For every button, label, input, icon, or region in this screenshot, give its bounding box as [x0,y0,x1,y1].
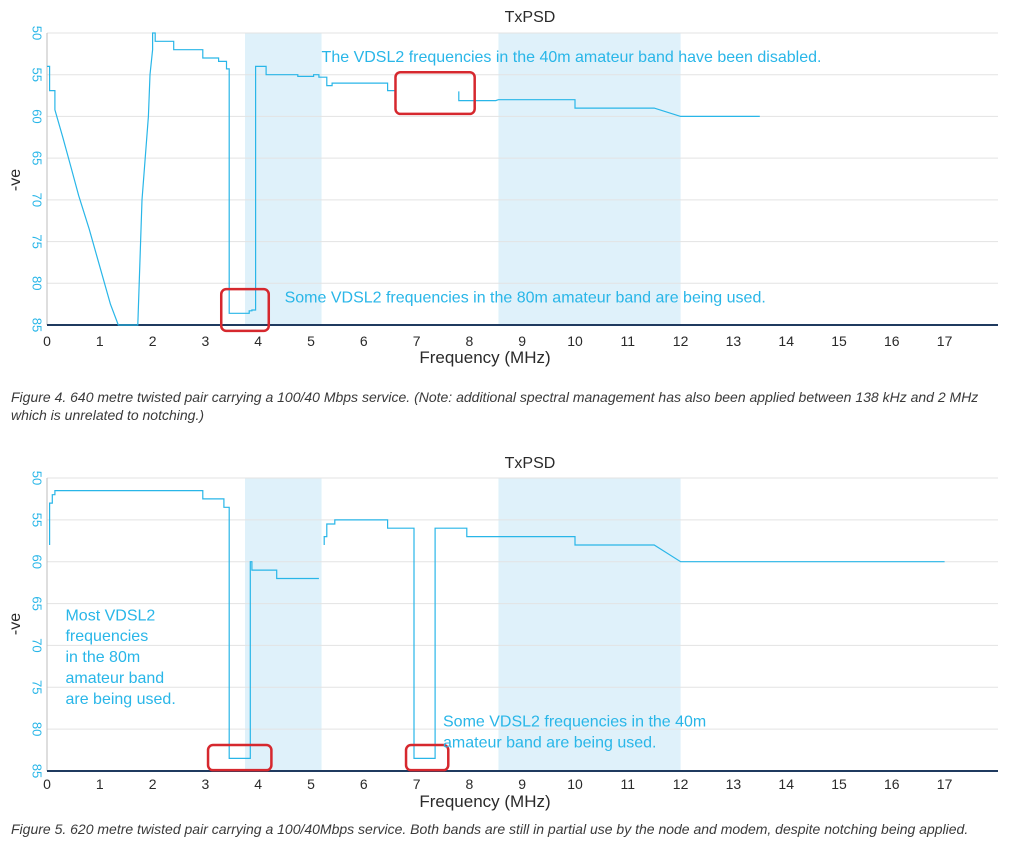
series-line-0 [48,490,319,760]
x-axis-label: Frequency (MHz) [419,792,550,811]
x-tick-label: 15 [831,333,847,349]
annotation-text: amateur band [65,670,164,687]
x-tick-label: 1 [96,333,104,349]
y-tick-label: 65 [30,596,45,610]
series-line-1 [323,519,945,760]
y-tick-label: 60 [30,109,45,123]
x-tick-label: 13 [726,776,742,792]
shaded-band-1 [498,478,681,771]
x-tick-label: 3 [202,776,210,792]
x-tick-label: 16 [884,333,900,349]
x-tick-label: 12 [673,333,689,349]
x-tick-label: 4 [254,333,262,349]
x-tick-label: 4 [254,776,262,792]
x-tick-label: 6 [360,776,368,792]
y-tick-label: 65 [30,151,45,165]
x-tick-label: 8 [466,776,474,792]
x-tick-label: 17 [937,333,953,349]
x-tick-label: 14 [778,776,794,792]
x-tick-label: 10 [567,333,583,349]
x-tick-label: 13 [726,333,742,349]
x-tick-label: 5 [307,333,315,349]
x-tick-label: 14 [778,333,794,349]
x-tick-label: 5 [307,776,315,792]
shaded-band-1 [498,33,681,325]
y-tick-label: 85 [30,318,45,332]
highlight-box-0 [394,70,476,116]
x-tick-label: 12 [673,776,689,792]
x-tick-label: 3 [202,333,210,349]
shaded-band-0 [245,33,322,325]
annotation-text: The VDSL2 frequencies in the 40m amateur… [322,49,822,66]
shaded-band-0 [245,478,322,771]
annotation-text: frequencies [65,628,148,645]
y-axis-label: -ve [7,613,24,635]
y-tick-label: 55 [30,67,45,81]
x-tick-label: 2 [149,776,157,792]
y-axis-label: -ve [7,169,24,191]
x-tick-label: 6 [360,333,368,349]
y-tick-label: 70 [30,638,45,652]
x-tick-label: 1 [96,776,104,792]
x-tick-label: 11 [621,333,636,349]
annotation-text: Some VDSL2 frequencies in the 40m [443,714,706,731]
annotation-text: Some VDSL2 frequencies in the 80m amateu… [285,289,766,306]
y-tick-label: 80 [30,276,45,290]
annotation-text: amateur band are being used. [443,735,656,752]
x-tick-label: 8 [466,333,474,349]
figure-4-caption: Figure 4. 640 metre twisted pair carryin… [11,389,979,423]
x-axis-label: Frequency (MHz) [419,348,550,367]
x-tick-label: 7 [413,333,421,349]
y-tick-label: 50 [30,471,45,485]
y-tick-label: 75 [30,680,45,694]
x-tick-label: 15 [831,776,847,792]
annotation-text: in the 80m [65,649,140,666]
x-tick-label: 2 [149,333,157,349]
x-tick-label: 0 [43,776,51,792]
x-tick-label: 16 [884,776,900,792]
x-tick-label: 17 [937,776,953,792]
highlight-box-0 [206,743,273,772]
annotation-text: are being used. [65,691,175,708]
x-tick-label: 7 [413,776,421,792]
x-tick-label: 9 [518,776,526,792]
y-tick-label: 70 [30,193,45,207]
y-tick-label: 85 [30,764,45,778]
y-tick-label: 60 [30,554,45,568]
x-tick-label: 0 [43,333,51,349]
y-tick-label: 55 [30,513,45,527]
series-line-1 [458,91,760,118]
y-tick-label: 50 [30,26,45,40]
series-line-0 [47,32,396,326]
chart-title: TxPSD [505,9,556,26]
y-tick-label: 75 [30,234,45,248]
x-tick-label: 9 [518,333,526,349]
x-tick-label: 11 [621,776,636,792]
x-tick-label: 10 [567,776,583,792]
chart-title: TxPSD [505,455,556,472]
figure-5-caption: Figure 5. 620 metre twisted pair carryin… [11,821,969,837]
highlight-box-1 [404,743,450,772]
annotation-text: Most VDSL2 [65,607,155,624]
highlight-box-1 [219,287,271,333]
y-tick-label: 80 [30,722,45,736]
